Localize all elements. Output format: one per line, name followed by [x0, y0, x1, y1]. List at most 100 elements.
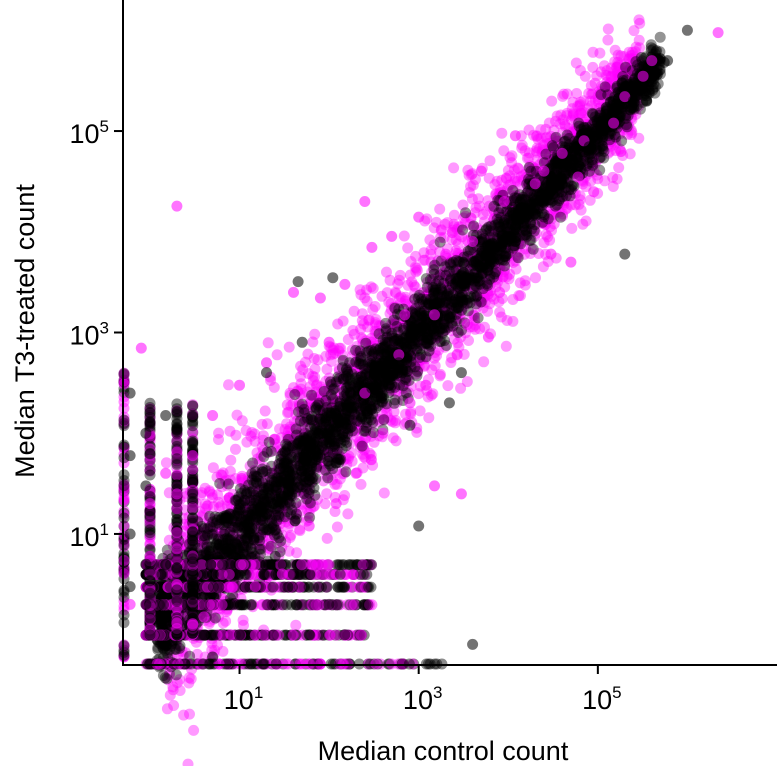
scatter-point: [319, 498, 331, 510]
scatter-point: [225, 454, 237, 466]
scatter-point: [611, 173, 623, 185]
scatter-point: [403, 348, 415, 360]
scatter-point: [557, 210, 568, 222]
scatter-point: [609, 44, 621, 56]
scatter-point: [474, 276, 486, 288]
scatter-point: [289, 502, 300, 514]
scatter-point: [607, 133, 619, 145]
scatter-point: [520, 221, 532, 233]
scatter-point: [391, 378, 402, 390]
scatter-point: [337, 315, 349, 327]
scatter-point: [297, 402, 309, 414]
scatter-point: [541, 131, 553, 143]
scatter-point: [184, 558, 196, 570]
scatter-point: [402, 371, 414, 383]
scatter-point: [317, 402, 329, 414]
scatter-point: [507, 195, 519, 207]
scatter-point: [232, 494, 244, 506]
scatter-point: [361, 295, 373, 307]
scatter-point: [237, 614, 249, 626]
scatter-point: [317, 392, 329, 404]
scatter-point: [309, 418, 321, 430]
scatter-point: [284, 423, 296, 435]
scatter-point: [414, 353, 426, 365]
scatter-point: [251, 538, 263, 550]
scatter-point: [535, 124, 547, 136]
scatter-point: [425, 244, 437, 256]
scatter-point: [593, 102, 605, 114]
scatter-point: [579, 120, 591, 132]
scatter-point: [484, 221, 496, 233]
scatter-point: [358, 425, 370, 437]
scatter-point: [623, 121, 635, 133]
scatter-point: [174, 572, 186, 584]
scatter-point: [242, 498, 254, 510]
scatter-point: [543, 211, 555, 223]
scatter-point: [507, 207, 519, 219]
scatter-point: [540, 123, 552, 135]
scatter-point: [208, 557, 220, 569]
scatter-point: [276, 432, 287, 444]
scatter-point: [354, 436, 366, 448]
scatter-point: [309, 371, 321, 383]
scatter-point: [402, 342, 414, 354]
scatter-point: [441, 217, 453, 229]
scatter-point: [291, 427, 303, 439]
scatter-point: [585, 175, 597, 187]
scatter-point: [198, 550, 210, 562]
scatter-point: [225, 503, 237, 515]
scatter-point: [283, 470, 295, 482]
scatter-point: [182, 758, 194, 766]
scatter-point: [575, 150, 587, 162]
scatter-point: [297, 451, 309, 463]
scatter-point: [622, 111, 634, 123]
scatter-point: [609, 56, 621, 68]
scatter-point: [464, 187, 475, 199]
scatter-point: [434, 236, 446, 248]
scatter-point: [654, 31, 666, 43]
scatter-point: [460, 327, 471, 339]
scatter-point: [280, 464, 292, 476]
scatter-point: [259, 562, 271, 574]
scatter-point: [327, 400, 339, 412]
scatter-point: [364, 360, 376, 372]
scatter-point: [309, 328, 321, 340]
scatter-point: [356, 308, 368, 320]
scatter-point: [356, 440, 368, 452]
scatter-point: [332, 318, 344, 330]
scatter-point: [213, 427, 225, 439]
scatter-point: [425, 248, 437, 260]
scatter-point: [279, 467, 291, 479]
scatter-point: [545, 176, 557, 188]
scatter-point: [536, 147, 548, 159]
scatter-point: [481, 286, 493, 298]
scatter-point: [181, 598, 193, 609]
scatter-point: [376, 338, 388, 350]
scatter-point: [558, 88, 570, 100]
scatter-point: [490, 188, 502, 200]
scatter-point: [401, 357, 413, 369]
scatter-point: [303, 368, 314, 380]
scatter-point: [383, 296, 395, 308]
scatter-point: [567, 107, 579, 119]
scatter-point: [566, 114, 577, 126]
scatter-point: [560, 164, 572, 176]
scatter-point: [512, 216, 523, 228]
scatter-point: [384, 274, 396, 286]
scatter-point: [290, 619, 302, 631]
scatter-point: [580, 215, 592, 227]
scatter-point: [266, 526, 278, 538]
scatter-point: [309, 436, 321, 448]
scatter-point: [456, 280, 468, 292]
scatter-point: [494, 262, 506, 274]
scatter-point: [520, 168, 532, 180]
scatter-point: [530, 272, 541, 284]
scatter-point: [315, 435, 327, 447]
scatter-point: [406, 276, 418, 288]
scatter-point: [516, 218, 528, 230]
scatter-point: [320, 426, 332, 438]
scatter-point: [368, 436, 380, 448]
scatter-point: [342, 508, 354, 520]
scatter-point: [589, 125, 601, 137]
scatter-point: [531, 130, 543, 142]
